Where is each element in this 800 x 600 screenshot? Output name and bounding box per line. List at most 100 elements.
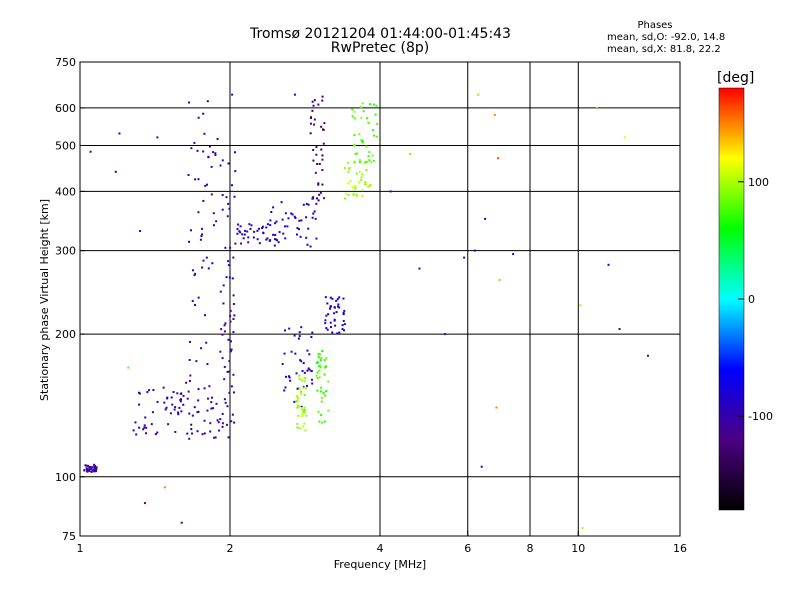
data-point: [244, 229, 247, 232]
data-point: [315, 197, 318, 200]
data-point: [139, 230, 142, 233]
data-point: [142, 428, 145, 431]
data-point: [210, 401, 213, 404]
data-point: [286, 225, 289, 228]
data-point: [93, 470, 96, 473]
data-point: [118, 132, 121, 135]
data-point: [623, 136, 626, 139]
data-point: [298, 374, 301, 377]
data-point: [187, 173, 190, 176]
data-point: [220, 328, 223, 331]
data-point: [290, 212, 293, 215]
x-tick-label: 1: [77, 542, 84, 555]
data-point: [190, 428, 193, 431]
data-point: [210, 165, 213, 168]
data-point: [343, 197, 346, 200]
data-point: [246, 230, 249, 233]
data-point: [607, 263, 610, 266]
data-point: [194, 304, 197, 307]
data-point: [319, 359, 322, 362]
data-point: [138, 392, 141, 395]
data-point: [227, 260, 230, 263]
data-point: [93, 465, 96, 468]
data-point: [295, 394, 298, 397]
data-point: [208, 145, 211, 148]
data-point: [495, 406, 498, 409]
data-point: [303, 422, 306, 425]
data-point: [228, 391, 231, 394]
data-point: [342, 319, 345, 322]
data-point: [321, 169, 324, 172]
data-point: [224, 246, 227, 249]
data-point: [323, 420, 326, 423]
colorbar-tick-label: 0: [748, 293, 755, 306]
data-point: [293, 215, 296, 218]
data-point: [90, 468, 93, 471]
data-point: [294, 352, 297, 355]
data-point: [291, 213, 294, 216]
data-point: [221, 333, 224, 336]
data-point: [233, 421, 236, 424]
data-point: [213, 436, 216, 439]
data-point: [209, 430, 212, 433]
data-point: [297, 337, 300, 340]
data-point: [206, 100, 209, 103]
data-point: [232, 331, 235, 334]
data-point: [212, 407, 215, 410]
data-point: [167, 423, 170, 426]
data-point: [323, 373, 326, 376]
data-point: [84, 464, 87, 467]
data-point: [302, 203, 305, 206]
data-point: [302, 362, 305, 365]
data-point: [211, 262, 214, 265]
data-point: [227, 338, 230, 341]
data-point: [372, 103, 375, 106]
data-point: [269, 239, 272, 242]
data-point: [191, 414, 194, 417]
data-point: [352, 144, 355, 147]
data-point: [341, 324, 344, 327]
data-point: [321, 350, 324, 353]
data-point: [298, 387, 301, 390]
data-point: [325, 390, 328, 393]
data-point: [309, 132, 312, 135]
y-tick-label: 500: [55, 139, 76, 152]
data-point: [231, 413, 234, 416]
data-point: [298, 331, 301, 334]
data-point: [304, 376, 307, 379]
data-point: [226, 370, 229, 373]
data-point: [298, 427, 301, 430]
data-point: [152, 388, 155, 391]
data-point: [196, 149, 199, 152]
data-point: [296, 426, 299, 429]
data-point: [179, 398, 182, 401]
data-point: [170, 396, 173, 399]
data-point: [284, 386, 287, 389]
data-point: [354, 152, 357, 155]
data-point: [234, 170, 237, 173]
data-point: [237, 223, 240, 226]
y-tick-label: 200: [55, 328, 76, 341]
data-point: [225, 196, 228, 199]
data-point: [290, 350, 293, 353]
data-point: [321, 158, 324, 161]
data-point: [323, 359, 326, 362]
data-point: [338, 331, 341, 334]
data-point: [315, 374, 318, 377]
data-point: [303, 380, 306, 383]
data-point: [203, 314, 206, 317]
data-point: [299, 235, 302, 238]
data-point: [374, 113, 377, 116]
data-point: [496, 157, 499, 160]
colorbar-unit-label: [deg]: [717, 70, 755, 86]
data-point: [219, 350, 222, 353]
data-point: [296, 422, 299, 425]
data-point: [334, 324, 337, 327]
data-point: [205, 256, 208, 259]
data-point: [297, 414, 300, 417]
data-point: [228, 276, 231, 279]
y-axis-label: Stationary phase Virtual Height [km]: [38, 199, 51, 401]
data-point: [202, 199, 205, 202]
data-point: [226, 215, 229, 218]
